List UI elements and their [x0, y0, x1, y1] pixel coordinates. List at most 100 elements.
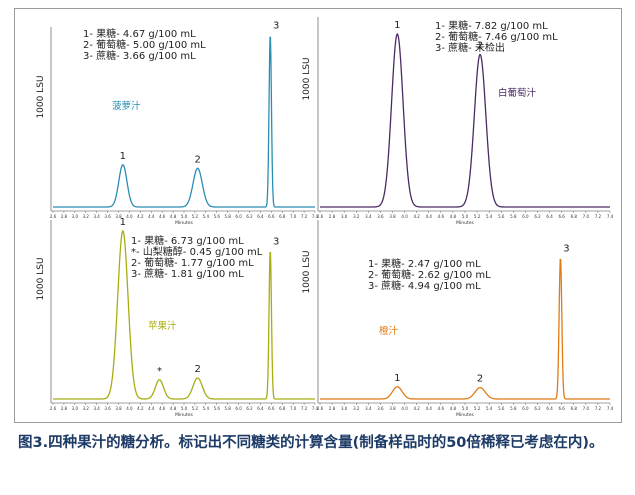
peak-label: 1: [394, 373, 400, 384]
x-tick-label: 6.0: [235, 214, 242, 219]
x-axis-label: Minutes: [456, 220, 474, 226]
x-tick-label: 7.4: [312, 214, 319, 219]
x-tick-label: 3.0: [72, 406, 79, 411]
peak-label: 1: [120, 217, 126, 228]
x-tick-label: 6.6: [558, 406, 565, 411]
x-tick-label: 5.0: [462, 406, 469, 411]
x-tick-label: 4.8: [170, 214, 177, 219]
legend-entry: 3- 蔗糖- 未检出: [435, 41, 505, 54]
x-tick-label: 2.6: [50, 214, 57, 219]
y-axis-label: 1000 LSU: [36, 257, 46, 300]
x-tick-label: 6.6: [558, 214, 565, 219]
x-tick-label: 5.2: [192, 406, 199, 411]
x-tick-label: 6.8: [571, 214, 578, 219]
peak-label: 2: [194, 364, 200, 375]
x-tick-label: 3.0: [341, 406, 348, 411]
x-tick-label: 4.4: [426, 214, 433, 219]
x-tick-label: 4.4: [148, 214, 155, 219]
x-tick-label: 7.4: [312, 406, 319, 411]
x-tick-label: 4.4: [426, 406, 433, 411]
x-tick-label: 4.2: [413, 406, 420, 411]
legend-entry: 1- 果糖- 4.67 g/100 mL: [83, 27, 196, 40]
x-tick-label: 2.8: [329, 406, 336, 411]
x-tick-label: 3.2: [353, 214, 360, 219]
x-tick-label: 7.2: [301, 406, 308, 411]
legend-entry: 2- 葡萄糖- 2.62 g/100 mL: [368, 268, 491, 281]
x-tick-label: 3.8: [389, 406, 396, 411]
x-tick-label: 3.6: [377, 214, 384, 219]
x-tick-label: 3.8: [389, 214, 396, 219]
x-tick-label: 4.4: [148, 406, 155, 411]
x-tick-label: 5.8: [510, 214, 517, 219]
x-tick-label: 7.0: [583, 214, 590, 219]
y-axis-label: 1000 LSU: [302, 250, 312, 293]
peak-label: 3: [273, 236, 279, 247]
x-tick-label: 5.8: [510, 406, 517, 411]
x-tick-label: 7.2: [595, 406, 602, 411]
x-tick-label: 4.8: [450, 406, 457, 411]
juice-label: 菠萝汁: [112, 100, 141, 112]
legend-entry: 1- 果糖- 2.47 g/100 mL: [368, 257, 481, 270]
juice-label: 白葡萄汁: [498, 87, 537, 99]
x-tick-label: 4.8: [170, 406, 177, 411]
y-axis-label: 1000 LSU: [302, 57, 312, 100]
x-tick-label: 7.0: [290, 406, 297, 411]
chart-panel-2: 2.6 2.8 3.0 3.2 3.4 3.6 3.8 4.0 4.2 4.4 4.6 4.8 5.0 5…: [302, 17, 614, 226]
x-tick-label: 3.8: [115, 406, 122, 411]
x-tick-label: 5.4: [203, 214, 210, 219]
chromatogram-trace: [320, 32, 610, 208]
x-tick-label: 5.4: [203, 406, 210, 411]
x-tick-label: 3.2: [353, 406, 360, 411]
x-tick-label: 3.8: [115, 214, 122, 219]
x-tick-label: 6.2: [534, 406, 541, 411]
x-tick-label: 6.8: [279, 214, 286, 219]
x-tick-label: 5.6: [498, 214, 505, 219]
x-tick-label: 3.4: [93, 406, 100, 411]
x-tick-label: 5.6: [498, 406, 505, 411]
chromatogram-figure: 2.6 2.8 3.0 3.2 3.4 3.6 3.8 4.0 4.2 4.4 4.6 4.8 5.0 5…: [36, 17, 614, 418]
x-tick-label: 6.4: [257, 406, 264, 411]
x-tick-label: 4.2: [137, 214, 144, 219]
x-tick-label: 5.0: [462, 214, 469, 219]
x-axis-label: Minutes: [456, 412, 474, 418]
y-axis-label: 1000 LSU: [36, 75, 46, 118]
peak-label: 2: [477, 374, 483, 385]
x-tick-label: 6.0: [235, 406, 242, 411]
x-tick-label: 4.0: [126, 406, 133, 411]
juice-label: 橙汁: [379, 325, 399, 337]
x-tick-label: 5.2: [474, 214, 481, 219]
x-axis-label: Minutes: [175, 412, 193, 418]
peak-label: 1: [120, 151, 126, 162]
x-tick-label: 3.2: [83, 406, 90, 411]
x-tick-label: 4.2: [137, 406, 144, 411]
x-tick-label: 4.0: [401, 214, 408, 219]
x-tick-label: 4.0: [401, 406, 408, 411]
x-tick-label: 7.4: [607, 406, 614, 411]
chart-panel-3: 2.6 2.8 3.0 3.2 3.4 3.6 3.8 4.0 4.2 4.4 4.6 4.8 5.0 5…: [36, 217, 319, 418]
x-tick-label: 4.8: [450, 214, 457, 219]
chromatogram-trace: [53, 229, 315, 400]
chromatogram-trace: [53, 36, 315, 208]
legend-entry: *- 山梨糖醇- 0.45 g/100 mL: [131, 245, 263, 258]
x-tick-label: 7.4: [607, 214, 614, 219]
x-tick-label: 3.4: [365, 406, 372, 411]
x-tick-label: 6.2: [246, 214, 253, 219]
peak-label: 3: [273, 21, 279, 32]
x-tick-label: 2.6: [317, 406, 324, 411]
x-tick-label: 6.6: [268, 214, 275, 219]
chart-panel-4: 2.6 2.8 3.0 3.2 3.4 3.6 3.8 4.0 4.2 4.4 4.6 4.8 5.0 5…: [302, 220, 614, 418]
legend-entry: 3- 蔗糖- 3.66 g/100 mL: [83, 49, 196, 62]
x-tick-label: 4.6: [159, 406, 166, 411]
x-tick-label: 7.0: [290, 214, 297, 219]
x-tick-label: 5.6: [214, 214, 221, 219]
x-tick-label: 6.8: [279, 406, 286, 411]
chromatogram-trace: [320, 258, 610, 400]
legend-entry: 3- 蔗糖- 4.94 g/100 mL: [368, 279, 481, 292]
x-tick-label: 5.0: [181, 214, 188, 219]
x-tick-label: 3.4: [365, 214, 372, 219]
chart-panel-1: 2.6 2.8 3.0 3.2 3.4 3.6 3.8 4.0 4.2 4.4 4.6 4.8 5.0 5…: [36, 21, 319, 226]
legend-entry: 2- 葡萄糖- 7.46 g/100 mL: [435, 30, 558, 43]
legend-entry: 1- 果糖- 7.82 g/100 mL: [435, 19, 548, 32]
x-tick-label: 7.2: [595, 214, 602, 219]
x-tick-label: 4.0: [126, 214, 133, 219]
